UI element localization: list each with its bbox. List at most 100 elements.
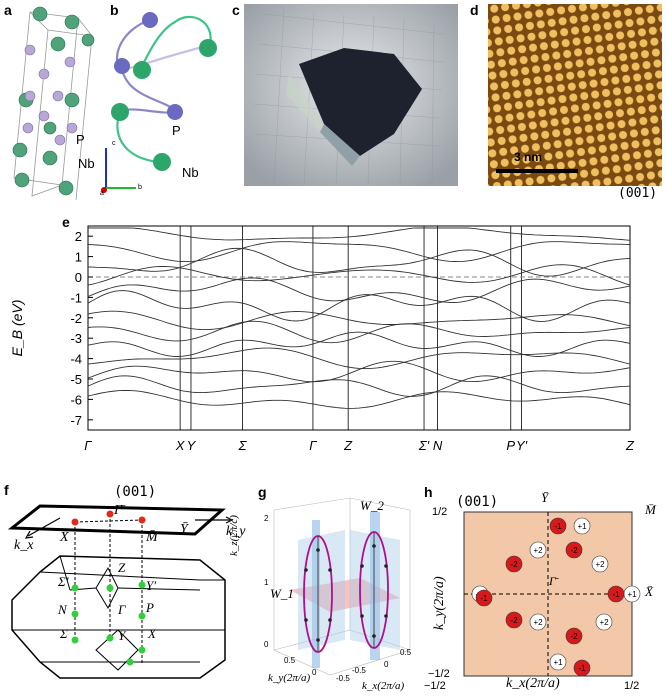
- bz-m-bar: M̄: [146, 530, 158, 545]
- band-structure-chart: Γ X Y Σ Γ Z Σ′ N P Y′ Z 2 1 0 -1 -2 -3 -4 -5 -6 -7 E_B (eV): [9, 225, 635, 453]
- bz-gamma: Γ: [118, 602, 126, 617]
- stm-image: [488, 4, 662, 186]
- bz-y-prime: Y′: [146, 578, 157, 593]
- axis-label-c: c: [112, 140, 116, 147]
- g-ztick-2: 2: [264, 514, 269, 523]
- charge-label: -2: [510, 616, 518, 625]
- band-curve: [87, 390, 631, 409]
- kpath-label: Y′: [516, 438, 528, 453]
- axis-label-a: a: [100, 190, 104, 197]
- kpath-label: X: [175, 438, 186, 453]
- h-xbar-label: X̄: [645, 584, 653, 599]
- brillouin-zone: [7, 504, 234, 679]
- bz-x-bar: X̄: [60, 530, 69, 545]
- band-curve: [87, 241, 631, 263]
- charge-marker: [607, 585, 625, 603]
- atom-label-nb-a: Nb: [78, 156, 95, 171]
- ytick-label: -5: [70, 372, 82, 387]
- bz-gamma-bar: Γ̄: [114, 503, 122, 518]
- facet-label-h: (001): [456, 494, 499, 510]
- ytick-label: -4: [70, 352, 82, 367]
- g-ztick-0: 0: [264, 640, 269, 649]
- bz-y: Y: [118, 628, 126, 643]
- crystal-photo: [244, 4, 458, 186]
- panel-letter-c: c: [232, 2, 240, 18]
- band-curve: [87, 264, 631, 286]
- band-curve: [87, 247, 631, 277]
- charge-label: -2: [570, 632, 578, 641]
- facet-label-f: (001): [114, 484, 157, 500]
- charge-marker: [475, 589, 493, 607]
- charge-marker: [549, 517, 567, 535]
- facet-label-d: (001): [618, 186, 658, 201]
- kpath-label: Γ: [309, 438, 317, 453]
- charge-marker: [529, 541, 547, 559]
- kpath-label: Y: [187, 438, 197, 453]
- charge-marker: [573, 517, 591, 535]
- axis-label-b: b: [138, 184, 142, 191]
- charge-marker: [529, 613, 547, 631]
- charge-label: +1: [577, 522, 587, 531]
- charge-marker: [595, 613, 613, 631]
- charge-marker: [505, 611, 523, 629]
- atom-label-p-a: P: [76, 132, 85, 147]
- kpath-label: P: [506, 438, 515, 453]
- g-zaxis-label: k_z(2π/c): [228, 515, 240, 556]
- helix-structure-b: [101, 12, 217, 193]
- band-curve: [87, 310, 631, 331]
- charge-marker: [549, 653, 567, 671]
- charge-label: -1: [578, 664, 586, 673]
- panel-letter-a: a: [4, 2, 12, 18]
- kpath-label: Z: [625, 438, 635, 453]
- ytick-label: -3: [70, 331, 82, 346]
- bz-n: N: [58, 602, 67, 617]
- panel-letter-f: f: [4, 482, 9, 498]
- charge-label: -1: [554, 522, 562, 531]
- band-curve: [87, 320, 631, 344]
- g-ytick-m05: -0.5: [336, 674, 350, 683]
- bz-x: X: [148, 626, 156, 641]
- g-xtick-0: 0: [384, 660, 389, 669]
- band-curve: [87, 331, 631, 357]
- bz-sigma: Σ: [60, 626, 68, 641]
- charge-label: -2: [570, 546, 578, 555]
- g-label-w2: W_2: [360, 498, 384, 513]
- bz-p: P: [146, 600, 154, 615]
- bz-y-bar: Ȳ: [180, 522, 188, 537]
- crystal-structure-a: [12, 6, 95, 200]
- panel-letter-g: g: [258, 484, 267, 500]
- charge-label: -1: [480, 594, 488, 603]
- ytick-label: -2: [70, 311, 82, 326]
- h-mbar-label: M̄: [645, 502, 656, 517]
- kpath-label: Σ′: [418, 438, 430, 453]
- h-ytick-top: 1/2: [432, 506, 448, 518]
- scale-bar-label: 3 nm: [514, 150, 543, 164]
- band-ylabel: E_B (eV): [9, 300, 25, 357]
- h-ybar-label: Ȳ: [541, 490, 549, 505]
- charge-label: +1: [627, 590, 637, 599]
- bz-sigma-prime: Σ′: [58, 574, 69, 589]
- h-xtick-right: 1/2: [624, 680, 640, 692]
- g-ztick-1: 1: [264, 578, 269, 587]
- ytick-label: -6: [70, 392, 82, 407]
- charge-label: +2: [599, 618, 609, 627]
- charge-label: +2: [533, 618, 543, 627]
- charge-marker: [565, 627, 583, 645]
- kpath-label: Σ: [238, 438, 248, 453]
- ytick-label: 2: [75, 229, 82, 244]
- charge-label: -2: [510, 560, 518, 569]
- g-xtick-m05: -0.5: [352, 666, 366, 675]
- charge-label: -1: [612, 590, 620, 599]
- band-curve: [87, 360, 631, 383]
- bz-z: Z: [118, 560, 126, 575]
- panel-letter-d: d: [470, 2, 479, 18]
- kpath-label: Γ: [84, 438, 92, 453]
- g-ytick-05: 0.5: [284, 656, 296, 665]
- band-curve: [88, 227, 631, 241]
- surface-charge-map: -1+1-2+2-2+2+1-1+1-1+2-2+2-2+1-1: [463, 511, 641, 677]
- band-curve: [87, 375, 631, 397]
- bz-axis-kx: k_x: [14, 538, 34, 553]
- ytick-label: -1: [70, 290, 82, 305]
- ytick-label: 0: [75, 270, 82, 285]
- band-curve: [87, 290, 631, 322]
